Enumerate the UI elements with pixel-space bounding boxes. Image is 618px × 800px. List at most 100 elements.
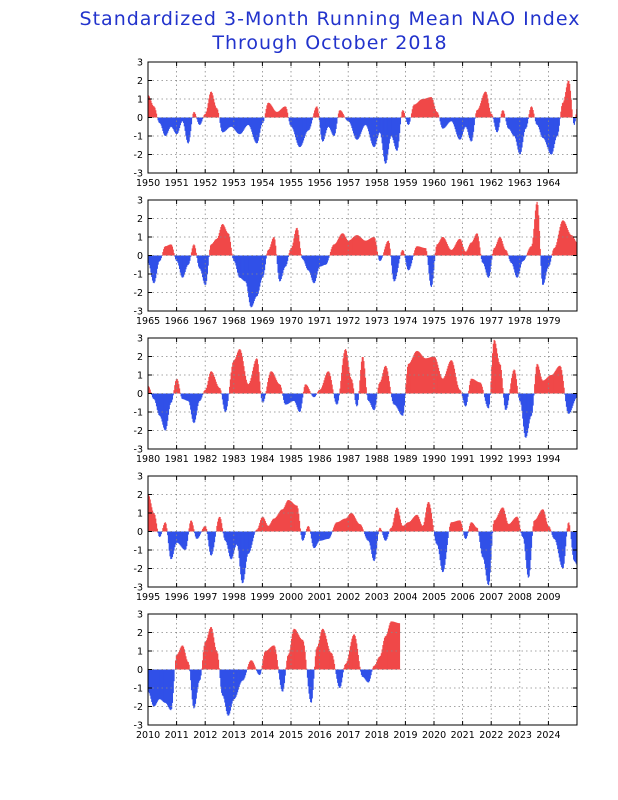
y-tick-label: -3 xyxy=(134,307,143,318)
negative-bar xyxy=(174,117,176,133)
negative-bar xyxy=(227,669,229,716)
x-tick-label: 1995 xyxy=(136,592,160,603)
positive-bar xyxy=(272,108,274,118)
negative-bar xyxy=(491,531,494,534)
negative-bar xyxy=(169,117,171,128)
negative-bar xyxy=(287,393,289,405)
negative-bar xyxy=(187,255,189,265)
positive-bar xyxy=(230,372,232,394)
negative-bar xyxy=(239,255,241,278)
negative-bar xyxy=(412,255,414,257)
negative-bar xyxy=(498,117,500,128)
positive-bar xyxy=(491,115,494,118)
positive-bar xyxy=(287,500,289,532)
positive-bar xyxy=(351,379,353,394)
positive-bar xyxy=(314,656,317,670)
negative-bar xyxy=(321,117,323,140)
negative-bar xyxy=(487,255,489,278)
positive-bar xyxy=(271,646,273,670)
positive-bar xyxy=(316,647,318,670)
negative-bar xyxy=(360,117,363,132)
negative-bar xyxy=(515,255,518,278)
positive-bar xyxy=(502,110,504,118)
negative-area xyxy=(157,117,576,164)
negative-bar xyxy=(221,393,223,395)
negative-bar xyxy=(540,255,542,266)
positive-bar xyxy=(220,519,222,532)
negative-bar xyxy=(154,669,156,706)
positive-bar xyxy=(351,238,353,256)
negative-bar xyxy=(256,669,259,673)
y-tick-label: -3 xyxy=(134,445,143,456)
x-tick-label: 1991 xyxy=(451,454,475,465)
negative-bar xyxy=(170,531,172,560)
positive-bar xyxy=(375,241,377,256)
negative-bar xyxy=(460,117,462,139)
negative-bar xyxy=(364,531,366,535)
negative-bar xyxy=(251,117,253,132)
negative-bar xyxy=(198,669,201,681)
negative-bar xyxy=(368,393,371,402)
negative-bar xyxy=(239,117,241,135)
negative-bar xyxy=(375,531,377,555)
positive-bar xyxy=(424,517,426,532)
positive-bar xyxy=(539,511,541,532)
positive-bar xyxy=(273,374,275,394)
positive-bar xyxy=(338,110,340,118)
negative-bar xyxy=(202,255,204,278)
negative-bar xyxy=(197,117,199,122)
positive-bar xyxy=(391,621,394,670)
negative-bar xyxy=(245,531,247,562)
negative-bar xyxy=(313,669,315,679)
negative-bar xyxy=(375,117,377,145)
positive-bar xyxy=(517,392,519,394)
positive-bar xyxy=(395,510,397,532)
positive-bar xyxy=(472,522,474,532)
y-tick-label: 1 xyxy=(137,371,143,382)
positive-bar xyxy=(435,246,437,256)
positive-bar xyxy=(359,666,361,670)
negative-bar xyxy=(373,393,375,411)
negative-bar xyxy=(171,669,174,703)
positive-bar xyxy=(163,249,165,256)
negative-bar xyxy=(491,255,493,260)
negative-bar xyxy=(572,531,574,555)
positive-bar xyxy=(349,513,351,532)
negative-bar xyxy=(392,255,394,280)
negative-bar xyxy=(400,393,402,415)
negative-bar xyxy=(167,669,169,706)
positive-bar xyxy=(484,91,487,118)
positive-bar xyxy=(571,235,573,256)
negative-bar xyxy=(155,255,158,274)
positive-bar xyxy=(278,111,280,118)
negative-bar xyxy=(205,255,208,281)
negative-bar xyxy=(176,531,178,543)
positive-bar xyxy=(322,629,324,670)
positive-bar xyxy=(204,113,206,118)
negative-bar xyxy=(449,117,452,122)
negative-bar xyxy=(503,393,506,406)
positive-bar xyxy=(265,391,267,394)
positive-bar xyxy=(273,237,275,256)
positive-bar xyxy=(216,651,218,670)
negative-bar xyxy=(326,255,328,263)
negative-bar xyxy=(468,117,470,136)
positive-bar xyxy=(454,245,456,256)
positive-bar xyxy=(476,233,479,256)
negative-bar xyxy=(175,255,177,261)
negative-bar xyxy=(173,117,175,131)
positive-bar xyxy=(346,354,348,394)
negative-bar xyxy=(441,531,443,571)
negative-bar xyxy=(348,117,350,122)
positive-bar xyxy=(477,530,479,532)
positive-bar xyxy=(423,357,425,394)
negative-bar xyxy=(550,531,552,533)
negative-bar xyxy=(302,255,305,260)
positive-bar xyxy=(492,249,494,256)
positive-bar xyxy=(459,520,461,532)
negative-bar xyxy=(514,255,516,273)
positive-bar xyxy=(366,240,368,256)
positive-bar xyxy=(318,643,320,670)
negative-bar xyxy=(193,669,195,709)
negative-bar xyxy=(184,117,186,131)
